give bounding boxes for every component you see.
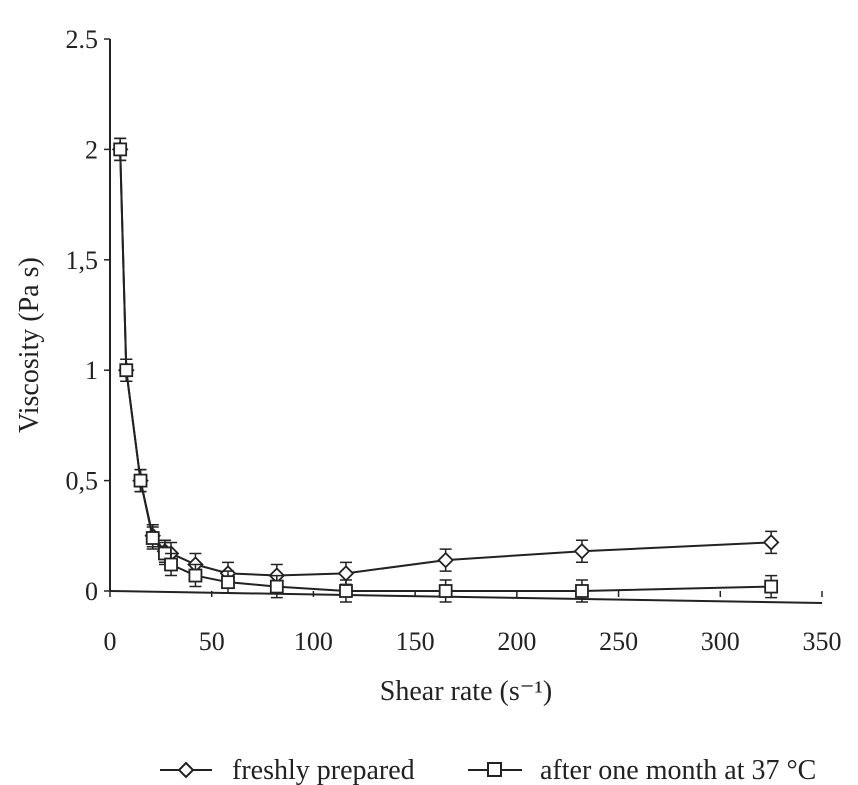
legend-item-after-one-month: after one month at 37 °C: [468, 755, 816, 785]
y-axis-ticks: 0 0,5 1 1,5 2 2.5: [66, 25, 110, 606]
data-point-square: [764, 579, 779, 594]
data-point-square: [164, 557, 178, 572]
data-point-square: [575, 584, 589, 598]
legend-label: after one month at 37 °C: [540, 755, 816, 785]
legend: freshly prepared after one month at 37 °…: [160, 755, 816, 785]
series-after-one-month: [113, 137, 779, 603]
legend-marker-square-icon: [487, 762, 502, 777]
y-tick-label: 1,5: [66, 246, 99, 275]
data-point-square: [188, 568, 203, 583]
y-tick-label: 0,5: [66, 467, 99, 496]
x-tick-label: 250: [599, 627, 638, 656]
x-axis-ticks: 0 50 100 150 200 250 300 350: [104, 591, 842, 656]
series-line: [119, 149, 772, 592]
data-point-square: [145, 531, 160, 545]
chart-axes: [109, 39, 823, 604]
y-axis-title: Viscosity (Pa s): [14, 257, 45, 433]
data-point-square: [119, 363, 134, 378]
y-tick-label: 0: [85, 577, 98, 606]
data-point-square: [438, 584, 453, 598]
x-axis-line: [109, 590, 823, 604]
y-tick-label: 2.5: [66, 25, 99, 54]
x-tick-label: 300: [701, 627, 740, 656]
data-point-diamond: [437, 551, 454, 569]
x-tick-label: 50: [199, 627, 225, 656]
x-tick-label: 350: [803, 627, 842, 656]
x-tick-label: 200: [497, 627, 536, 656]
legend-item-freshly-prepared: freshly prepared: [160, 755, 415, 785]
data-point-square: [113, 142, 128, 157]
data-point-diamond: [762, 534, 780, 551]
y-tick-label: 1: [85, 356, 98, 385]
data-point-square: [133, 473, 148, 488]
data-point-square: [269, 579, 284, 594]
series-layer: [111, 137, 780, 603]
series-freshly-prepared: [111, 137, 780, 588]
data-point-square: [221, 575, 235, 590]
legend-marker-diamond-icon: [177, 761, 195, 779]
series-line: [119, 149, 772, 577]
legend-label: freshly prepared: [232, 755, 415, 785]
data-point-square: [339, 584, 353, 598]
x-tick-label: 0: [104, 627, 117, 656]
x-axis-title: Shear rate (s⁻¹): [380, 676, 552, 707]
data-point-diamond: [337, 565, 355, 582]
data-point-diamond: [573, 542, 591, 560]
x-tick-label: 150: [396, 627, 435, 656]
x-tick-label: 100: [294, 627, 333, 656]
y-tick-label: 2: [85, 135, 98, 164]
